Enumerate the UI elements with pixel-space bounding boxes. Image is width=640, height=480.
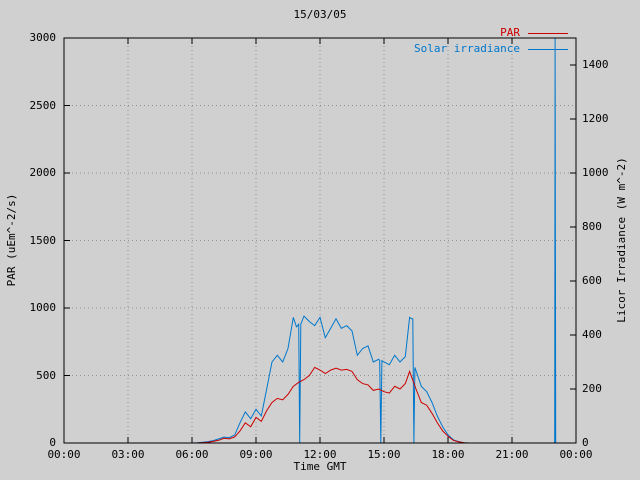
right-y-tick-label: 0 [582,436,589,449]
left-y-tick-label: 2000 [29,166,57,179]
x-tick-label: 15:00 [367,448,401,461]
x-axis-label: Time GMT [293,460,347,473]
legend-entry-par: PAR [500,27,568,39]
right-y-tick-label: 800 [582,220,602,233]
x-tick-label: 03:00 [111,448,145,461]
legend-line-sample-par [528,32,568,34]
left-y-tick-label: 2500 [29,98,57,112]
x-tick-label: 00:00 [559,448,593,461]
right-y-tick-label: 200 [582,382,602,395]
x-tick-label: 12:00 [303,448,337,461]
x-tick-label: 00:00 [47,448,81,461]
left-y-tick-label: 1500 [29,233,57,247]
right-y-tick-label: 1200 [582,112,609,125]
legend-label-par: PAR [500,26,520,39]
legend-label-solar: Solar irradiance [414,42,520,55]
right-y-tick-label: 400 [582,328,602,341]
left-y-tick-label: 1000 [29,301,57,314]
left-y-tick-label: 0 [49,436,56,449]
left-y-tick-label: 3000 [29,31,57,44]
right-y-tick-label: 600 [582,274,602,287]
legend-line-sample-solar [528,48,568,50]
right-y-tick-label: 1400 [582,58,609,71]
left-y-tick-label: 500 [36,368,56,382]
chart-title: 15/03/05 [293,8,347,21]
right-y-tick-label: 1000 [582,166,609,179]
legend-entry-solar: Solar irradiance [414,43,568,55]
x-tick-label: 18:00 [431,448,465,461]
x-tick-label: 09:00 [239,448,273,461]
right-y-axis-label: Licor Irradiance (W m^-2) [615,157,628,323]
x-tick-label: 21:00 [495,448,529,461]
x-tick-label: 06:00 [175,448,209,461]
